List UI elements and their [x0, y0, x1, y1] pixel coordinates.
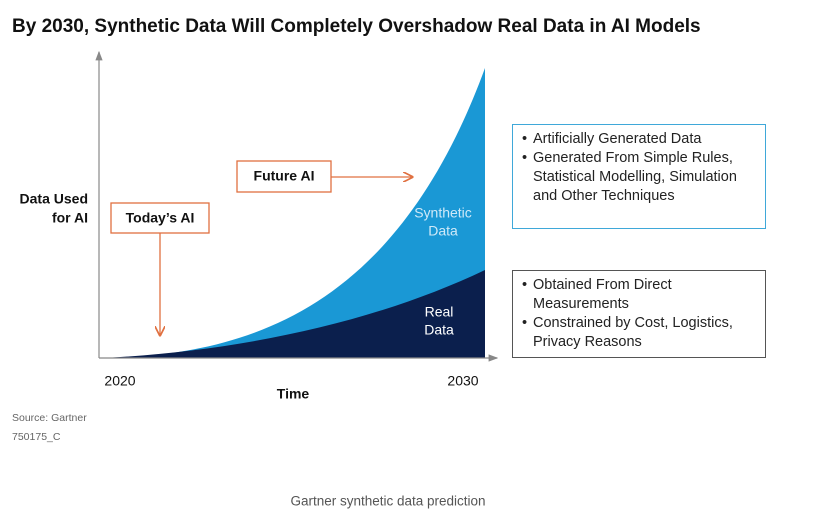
source: Source: Gartner	[12, 412, 87, 424]
caption: Gartner synthetic data prediction	[290, 494, 485, 509]
area-label: Data	[428, 223, 458, 239]
area-label: Synthetic	[414, 205, 472, 221]
callout: Future AI	[254, 168, 315, 184]
area-label: Data	[424, 322, 454, 338]
y-label: for AI	[52, 210, 88, 226]
real-area	[105, 270, 485, 358]
callout-box	[236, 160, 332, 193]
list-item: Artificially Generated Data	[522, 130, 757, 149]
title: By 2030, Synthetic Data Will Completely …	[12, 16, 701, 37]
list-item: Obtained From Direct Measurements	[522, 276, 757, 314]
x-end: 2030	[447, 373, 478, 389]
callout-box	[110, 202, 210, 234]
x-start: 2020	[104, 373, 135, 389]
synthetic-box: Artificially Generated Data Generated Fr…	[512, 124, 766, 229]
list: Obtained From Direct Measurements Constr…	[521, 276, 757, 352]
code: 750175_C	[12, 431, 61, 443]
area-label: Real	[425, 304, 454, 320]
list-item: Generated From Simple Rules, Statistical…	[522, 149, 757, 206]
callout: Today’s AI	[126, 210, 195, 226]
real-box: Obtained From Direct Measurements Constr…	[512, 270, 766, 358]
y-label: Data Used	[20, 191, 88, 207]
synthetic-area	[105, 68, 485, 358]
x-label: Time	[277, 386, 310, 402]
list: Artificially Generated Data Generated Fr…	[521, 130, 757, 206]
list-item: Constrained by Cost, Logistics, Privacy …	[522, 314, 757, 352]
